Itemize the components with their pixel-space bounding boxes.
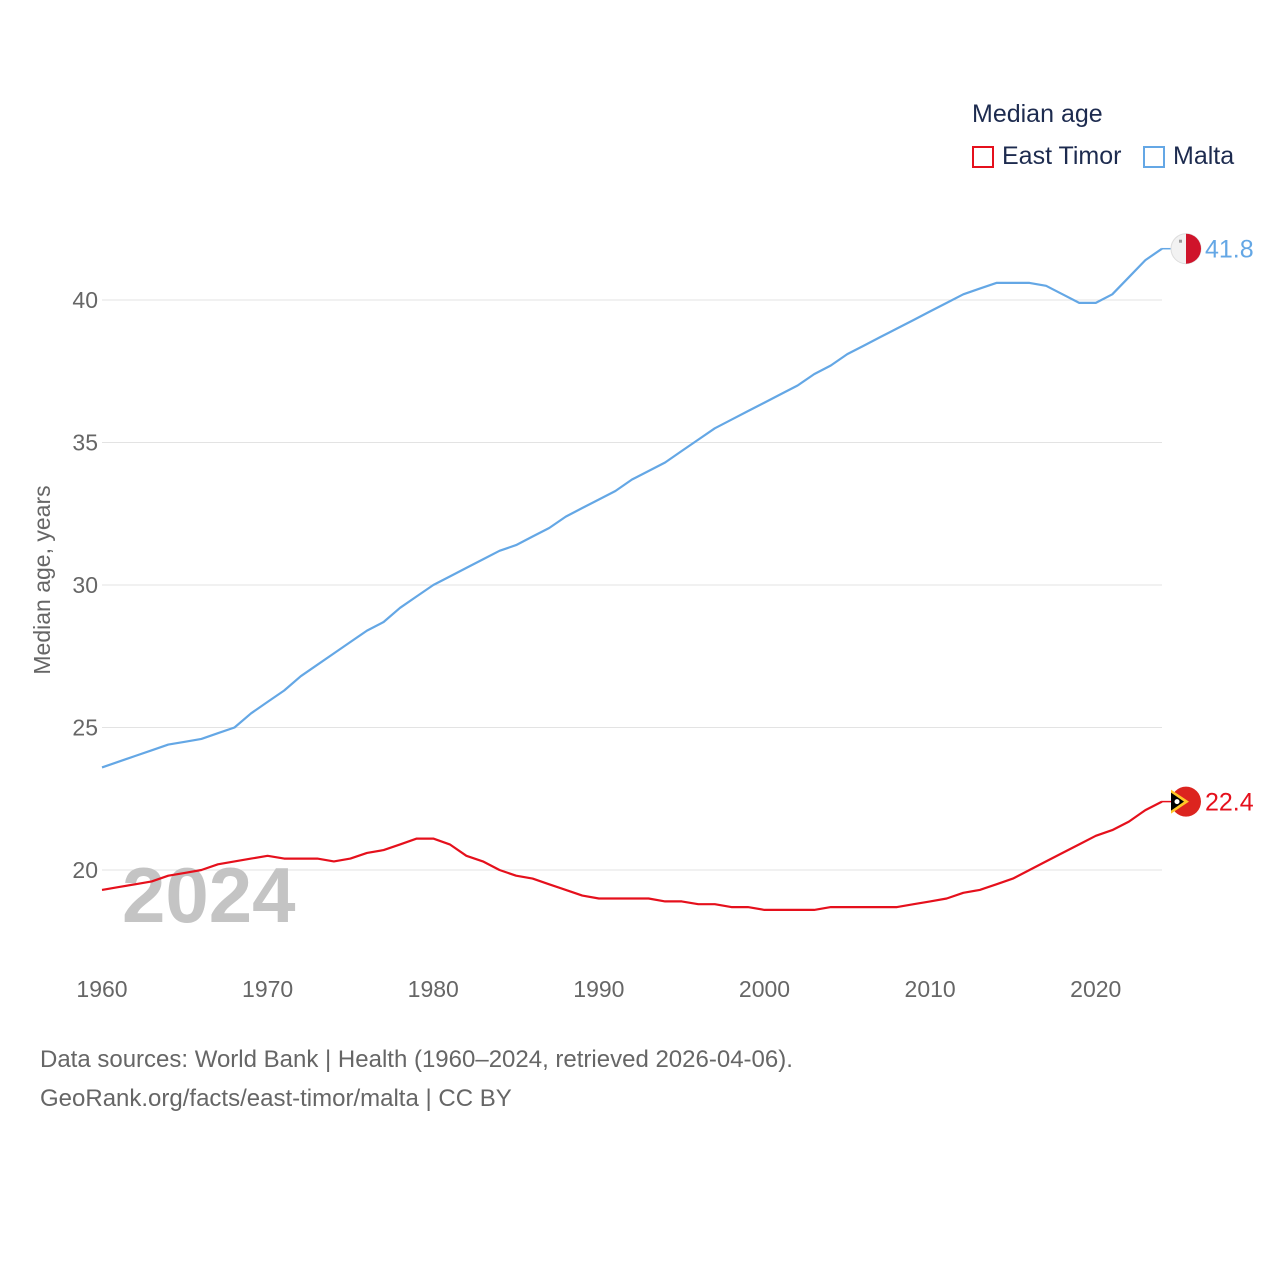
x-tick-1970: 1970 bbox=[242, 976, 293, 1002]
year-watermark: 2024 bbox=[122, 851, 296, 939]
y-axis-ticks: 20 25 30 35 40 bbox=[72, 287, 98, 883]
y-tick-30: 30 bbox=[72, 572, 98, 598]
x-tick-2020: 2020 bbox=[1070, 976, 1121, 1002]
series-line-malta[interactable] bbox=[101, 247, 1163, 769]
footer-credit[interactable]: GeoRank.org/facts/east-timor/malta | CC … bbox=[40, 1085, 512, 1112]
y-tick-40: 40 bbox=[72, 287, 98, 313]
y-tick-20: 20 bbox=[72, 857, 98, 883]
legend-item-malta[interactable]: Malta bbox=[1143, 142, 1234, 171]
x-axis-ticks: 1960 1970 1980 1990 2000 2010 2020 bbox=[76, 976, 1121, 1002]
y-tick-35: 35 bbox=[72, 430, 98, 456]
legend-label-malta: Malta bbox=[1173, 142, 1235, 170]
legend-title: Median age bbox=[972, 100, 1103, 128]
footer-sources: Data sources: World Bank | Health (1960–… bbox=[40, 1046, 793, 1073]
series-line-east-timor[interactable] bbox=[101, 800, 1163, 912]
x-tick-1960: 1960 bbox=[76, 976, 127, 1002]
x-tick-1990: 1990 bbox=[573, 976, 624, 1002]
legend-item-east-timor[interactable]: East Timor bbox=[972, 142, 1121, 171]
y-axis-label: Median age, years bbox=[29, 485, 55, 674]
end-markers: 22.4 41.8 bbox=[1162, 233, 1254, 817]
flag-malta-icon bbox=[1170, 233, 1202, 265]
x-tick-1980: 1980 bbox=[408, 976, 459, 1002]
gridlines bbox=[102, 299, 1162, 871]
y-tick-25: 25 bbox=[72, 715, 98, 741]
series-lines bbox=[101, 247, 1163, 912]
legend-swatch-malta bbox=[1143, 145, 1165, 168]
x-tick-2010: 2010 bbox=[905, 976, 956, 1002]
end-label-east-timor: 22.4 bbox=[1205, 789, 1254, 817]
legend-swatch-east-timor bbox=[972, 145, 994, 168]
legend-label-east-timor: East Timor bbox=[1002, 142, 1122, 170]
flag-east-timor-icon bbox=[1171, 786, 1201, 817]
end-label-malta: 41.8 bbox=[1205, 236, 1254, 264]
x-tick-2000: 2000 bbox=[739, 976, 790, 1002]
